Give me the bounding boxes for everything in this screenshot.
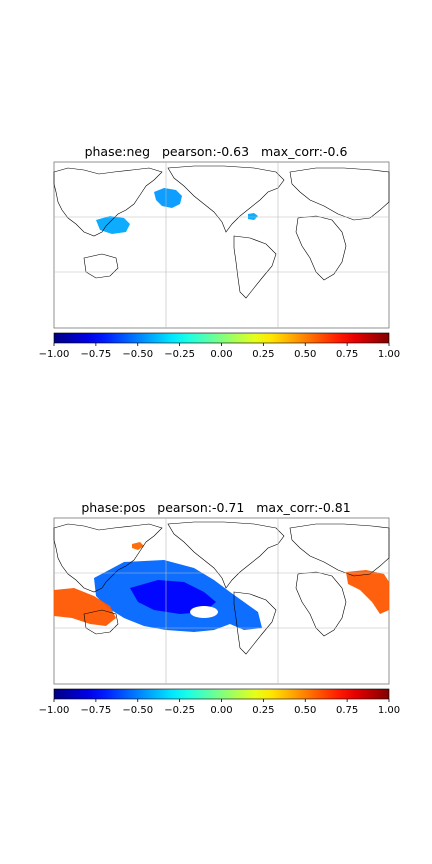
coastline-2 <box>233 591 277 655</box>
coastline-3 <box>289 167 390 221</box>
patch-west-central-pacific <box>96 216 130 234</box>
map-frame-1 <box>53 517 390 685</box>
colorbar-tick-label-1-1: −0.75 <box>81 705 112 716</box>
colorbar-tick-label-0-0: −1.00 <box>39 349 70 360</box>
colorbar-tick-label-0-3: −0.25 <box>164 349 195 360</box>
colorbar-tick-label-1-5: 0.25 <box>252 705 274 716</box>
colorbar-tick-label-0-2: −0.50 <box>122 349 153 360</box>
colorbar-tick-label-1-3: −0.25 <box>164 705 195 716</box>
coastline-3 <box>289 523 390 577</box>
colorbar-tick-label-1-7: 0.75 <box>336 705 358 716</box>
colorbar-tick-label-1-4: 0.00 <box>210 705 232 716</box>
patch-north-pacific-gulf-of-alaska <box>154 188 182 208</box>
colorbar-tick-label-0-4: 0.00 <box>210 349 232 360</box>
patch-central-equatorial-pacific-core <box>130 580 216 614</box>
colorbar-tick-label-1-6: 0.50 <box>294 705 316 716</box>
coastline-0 <box>53 523 163 593</box>
chart-title-neg: phase:neg pearson:-0.63 max_corr:-0.6 <box>84 144 348 159</box>
patch-gap <box>190 606 218 618</box>
colorbar-tick-label-0-7: 0.75 <box>336 349 358 360</box>
colorbar-tick-label-1-0: −1.00 <box>39 705 70 716</box>
patch-north-atlantic-near-coast <box>248 213 258 220</box>
colorbar-tick-label-1-8: 1.00 <box>378 705 400 716</box>
colorbar-1 <box>53 688 390 700</box>
patch-eastern-africa-indian-ocean <box>346 570 389 614</box>
map-frame-0 <box>53 161 390 329</box>
colorbar-0 <box>53 332 390 344</box>
patch-tropical-pacific-tongue <box>94 560 262 632</box>
coastline-1 <box>167 521 285 589</box>
coastline-5 <box>83 609 119 635</box>
chart-title-pos: phase:pos pearson:-0.71 max_corr:-0.81 <box>81 500 351 515</box>
coastline-5 <box>83 253 119 279</box>
colorbar-tick-label-0-8: 1.00 <box>378 349 400 360</box>
coastline-2 <box>233 235 277 299</box>
map-group-0 <box>53 161 390 329</box>
map-group-1 <box>53 517 390 685</box>
colorbar-tick-label-0-6: 0.50 <box>294 349 316 360</box>
coastline-0 <box>53 167 163 237</box>
patch-siberia-small <box>132 542 144 550</box>
coastline-4 <box>295 215 347 281</box>
colorbar-tick-label-0-5: 0.25 <box>252 349 274 360</box>
patch-indonesia-australia <box>54 588 116 626</box>
colorbar-tick-label-0-1: −0.75 <box>81 349 112 360</box>
coastline-4 <box>295 571 347 637</box>
colorbar-tick-label-1-2: −0.50 <box>122 705 153 716</box>
coastline-1 <box>167 165 285 233</box>
